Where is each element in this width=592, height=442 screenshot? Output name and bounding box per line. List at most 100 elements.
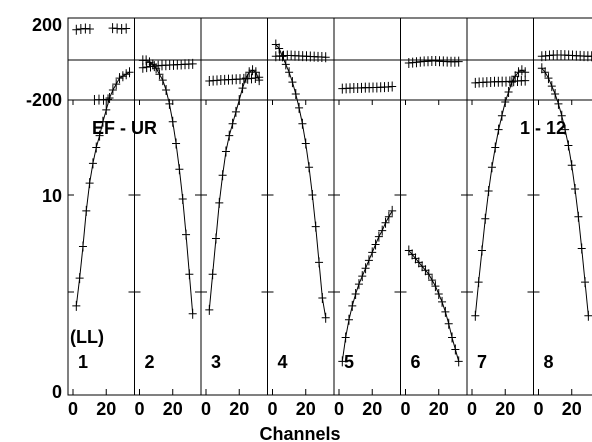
- amp-point: [557, 110, 566, 121]
- amp-point: [158, 75, 167, 86]
- annotation-baseline-left: EF - UR: [92, 118, 157, 138]
- amp-point: [371, 239, 380, 250]
- amp-point: [301, 138, 310, 149]
- x-tick-label: 20: [495, 399, 515, 419]
- amp-point: [145, 57, 154, 68]
- amp-point: [348, 300, 357, 311]
- amp-point: [431, 281, 440, 292]
- amp-point: [481, 213, 490, 224]
- amp-point: [98, 116, 107, 127]
- amp-point: [235, 94, 244, 105]
- amp-point: [205, 304, 214, 315]
- amp-point: [82, 205, 91, 216]
- amp-point: [358, 271, 367, 282]
- amp-point: [408, 249, 417, 260]
- amp-point: [208, 269, 217, 280]
- amp-point: [378, 225, 387, 236]
- amp-point: [241, 73, 250, 84]
- amp-point: [155, 69, 164, 80]
- amp-point: [428, 275, 437, 286]
- panel-label: 1: [78, 352, 88, 372]
- panel-label: 5: [344, 352, 354, 372]
- amp-point: [454, 356, 463, 367]
- x-tick-label: 20: [562, 399, 582, 419]
- x-tick-label: 0: [334, 399, 344, 419]
- x-tick-label: 0: [201, 399, 211, 419]
- amp-point: [517, 65, 526, 76]
- amp-point: [507, 77, 516, 88]
- amp-point: [298, 118, 307, 129]
- amp-point: [581, 277, 590, 288]
- amp-point: [521, 67, 530, 78]
- x-tick-label: 20: [96, 399, 116, 419]
- amp-point: [501, 96, 510, 107]
- amp-point: [291, 89, 300, 100]
- amp-point: [494, 124, 503, 135]
- amp-point: [142, 55, 151, 66]
- amp-point: [271, 39, 280, 50]
- panel-label: 4: [278, 352, 288, 372]
- panel-label: 3: [211, 352, 221, 372]
- x-tick-label: 0: [400, 399, 410, 419]
- x-tick-label: 0: [267, 399, 277, 419]
- amp-point: [341, 332, 350, 343]
- amp-point: [547, 81, 556, 92]
- amp-point: [441, 306, 450, 317]
- amp-point: [218, 170, 227, 181]
- amp-point: [125, 67, 134, 78]
- amp-point: [288, 77, 297, 88]
- amp-point: [448, 332, 457, 343]
- amp-point: [444, 318, 453, 329]
- amp-point: [374, 231, 383, 242]
- amp-point: [305, 162, 314, 173]
- amp-point: [295, 102, 304, 113]
- x-tick-label: 0: [134, 399, 144, 419]
- amp-point: [152, 63, 161, 74]
- amp-point: [414, 257, 423, 268]
- amp-curve: [142, 59, 194, 314]
- amp-panel-frame: [466, 99, 534, 396]
- amp-point: [105, 92, 114, 103]
- amp-point: [554, 98, 563, 109]
- amp-point: [278, 51, 287, 62]
- panel-label: 2: [145, 352, 155, 372]
- x-axis-label: Channels: [259, 424, 340, 442]
- amp-point: [162, 85, 171, 96]
- x-tick-label: 0: [467, 399, 477, 419]
- amp-point: [537, 63, 546, 74]
- amp-point: [424, 269, 433, 280]
- phase-panel-frame: [134, 17, 202, 101]
- amp-panel-frame: [200, 99, 268, 396]
- panel-label: 7: [477, 352, 487, 372]
- amp-point: [354, 279, 363, 290]
- amp-point: [308, 190, 317, 200]
- amp-point: [75, 273, 84, 284]
- amp-point: [511, 71, 520, 82]
- amp-point: [544, 73, 553, 84]
- amp-point: [418, 261, 427, 272]
- amp-curve: [275, 44, 327, 318]
- amp-point: [175, 164, 184, 175]
- amp-point: [577, 243, 586, 254]
- amp-point: [108, 85, 117, 96]
- amp-panel-frame: [533, 99, 592, 396]
- amp-point: [411, 253, 420, 264]
- amp-point: [484, 186, 493, 197]
- amp-point: [185, 269, 194, 280]
- amp-point: [434, 289, 443, 299]
- amp-point: [541, 67, 550, 78]
- panel-frames: [67, 17, 592, 396]
- phase-line: [275, 55, 326, 58]
- x-tick-label: 20: [296, 399, 316, 419]
- amp-point: [182, 229, 191, 240]
- amp-point: [474, 277, 483, 288]
- data-marks: [72, 23, 592, 367]
- phase-line: [475, 80, 526, 84]
- amp-panel-frame: [134, 99, 202, 396]
- amp-curve: [208, 69, 260, 310]
- amp-point: [275, 43, 284, 54]
- amp-point: [165, 98, 174, 109]
- amp-point: [92, 142, 101, 153]
- amp-point: [225, 130, 234, 141]
